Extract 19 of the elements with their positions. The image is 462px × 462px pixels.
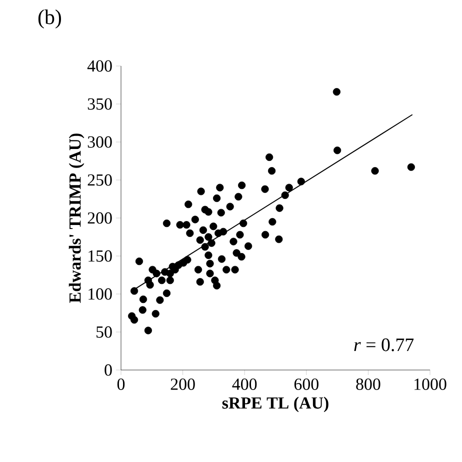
y-tick-label: 250 [88, 174, 112, 186]
y-tick-label: 350 [88, 98, 112, 110]
x-tick-label: 600 [294, 378, 318, 390]
x-tick-label: 0 [117, 378, 125, 390]
chart-title: (b) [38, 10, 61, 28]
x-tick-label: 400 [232, 378, 257, 390]
y-tick-label: 0 [104, 364, 112, 376]
y-axis-title: Edwards' TRIMP (AU) [68, 134, 84, 303]
y-tick-label: 150 [88, 250, 112, 262]
x-tick-label: 200 [170, 378, 195, 390]
x-axis-title: sRPE TL (AU) [222, 396, 328, 412]
annotation: r = 0.77 [354, 338, 414, 352]
y-tick-label: 100 [88, 288, 112, 300]
y-tick-label: 50 [96, 326, 112, 338]
y-tick-label: 300 [88, 136, 112, 148]
y-tick-label: 200 [88, 212, 112, 224]
x-tick-label: 800 [356, 378, 380, 390]
y-tick-label: 400 [87, 60, 112, 72]
x-tick-label: 1000 [414, 378, 446, 390]
